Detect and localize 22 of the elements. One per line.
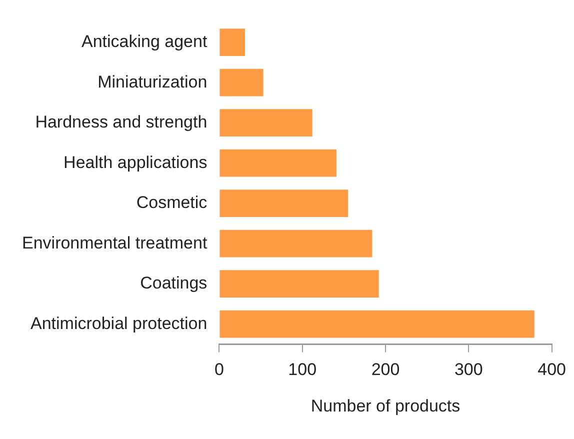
y-tick-label: Anticaking agent <box>81 32 208 52</box>
bar <box>220 190 348 218</box>
bar <box>220 68 264 96</box>
x-tick-label: 400 <box>538 360 566 380</box>
y-tick-label: Cosmetic <box>136 193 208 212</box>
x-tick-label: 200 <box>371 360 400 380</box>
bar <box>220 270 379 298</box>
y-tick-label: Health applications <box>64 152 208 172</box>
y-tick-label: Hardness and strength <box>35 112 208 132</box>
bar <box>220 28 245 56</box>
y-tick-label: Antimicrobial protection <box>30 314 208 333</box>
bar <box>220 310 534 338</box>
bar <box>220 230 372 258</box>
bar <box>220 149 336 177</box>
y-tick-label: Miniaturization <box>98 72 208 92</box>
y-tick-label: Coatings <box>140 274 208 293</box>
x-tick-label: 100 <box>288 360 317 380</box>
bar <box>220 109 312 137</box>
y-tick-label: Environmental treatment <box>22 233 208 252</box>
x-axis-title: Number of products <box>310 396 460 416</box>
x-tick-label: 0 <box>214 360 224 380</box>
x-tick-label: 300 <box>454 360 483 380</box>
